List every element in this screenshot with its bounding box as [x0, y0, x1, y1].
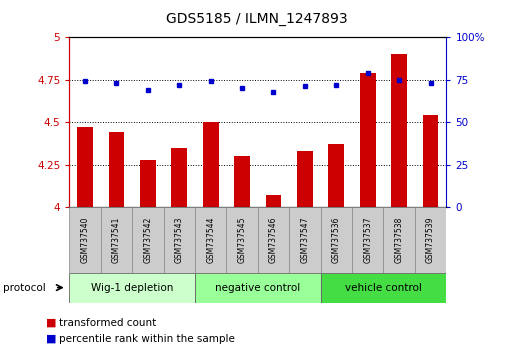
Text: GSM737539: GSM737539: [426, 217, 435, 263]
Text: GSM737540: GSM737540: [81, 217, 89, 263]
Bar: [132, 207, 164, 273]
Text: Wig-1 depletion: Wig-1 depletion: [91, 282, 173, 293]
Text: GSM737536: GSM737536: [332, 217, 341, 263]
Bar: [195, 207, 226, 273]
Text: negative control: negative control: [215, 282, 301, 293]
Bar: [77, 127, 93, 207]
Bar: [321, 207, 352, 273]
Text: GSM737547: GSM737547: [301, 217, 309, 263]
Bar: [258, 207, 289, 273]
Bar: [171, 148, 187, 207]
Bar: [140, 160, 155, 207]
Text: GSM737537: GSM737537: [363, 217, 372, 263]
Text: percentile rank within the sample: percentile rank within the sample: [59, 334, 235, 344]
Bar: [289, 207, 321, 273]
Bar: [109, 132, 124, 207]
Bar: [203, 122, 219, 207]
Bar: [423, 115, 439, 207]
Bar: [69, 273, 195, 303]
Text: GSM737543: GSM737543: [175, 217, 184, 263]
Text: GSM737542: GSM737542: [143, 217, 152, 263]
Bar: [383, 207, 415, 273]
Bar: [360, 73, 376, 207]
Bar: [195, 273, 321, 303]
Text: GSM737546: GSM737546: [269, 217, 278, 263]
Bar: [69, 207, 101, 273]
Bar: [328, 144, 344, 207]
Bar: [101, 207, 132, 273]
Text: protocol: protocol: [3, 282, 45, 293]
Text: GSM737541: GSM737541: [112, 217, 121, 263]
Bar: [391, 54, 407, 207]
Text: GSM737538: GSM737538: [394, 217, 404, 263]
Text: ■: ■: [46, 318, 56, 328]
Bar: [321, 273, 446, 303]
Bar: [234, 156, 250, 207]
Text: transformed count: transformed count: [59, 318, 156, 328]
Bar: [415, 207, 446, 273]
Bar: [266, 195, 281, 207]
Text: vehicle control: vehicle control: [345, 282, 422, 293]
Text: GSM737544: GSM737544: [206, 217, 215, 263]
Text: ■: ■: [46, 334, 56, 344]
Text: GDS5185 / ILMN_1247893: GDS5185 / ILMN_1247893: [166, 12, 347, 27]
Bar: [226, 207, 258, 273]
Text: GSM737545: GSM737545: [238, 217, 247, 263]
Bar: [164, 207, 195, 273]
Bar: [297, 151, 313, 207]
Bar: [352, 207, 383, 273]
